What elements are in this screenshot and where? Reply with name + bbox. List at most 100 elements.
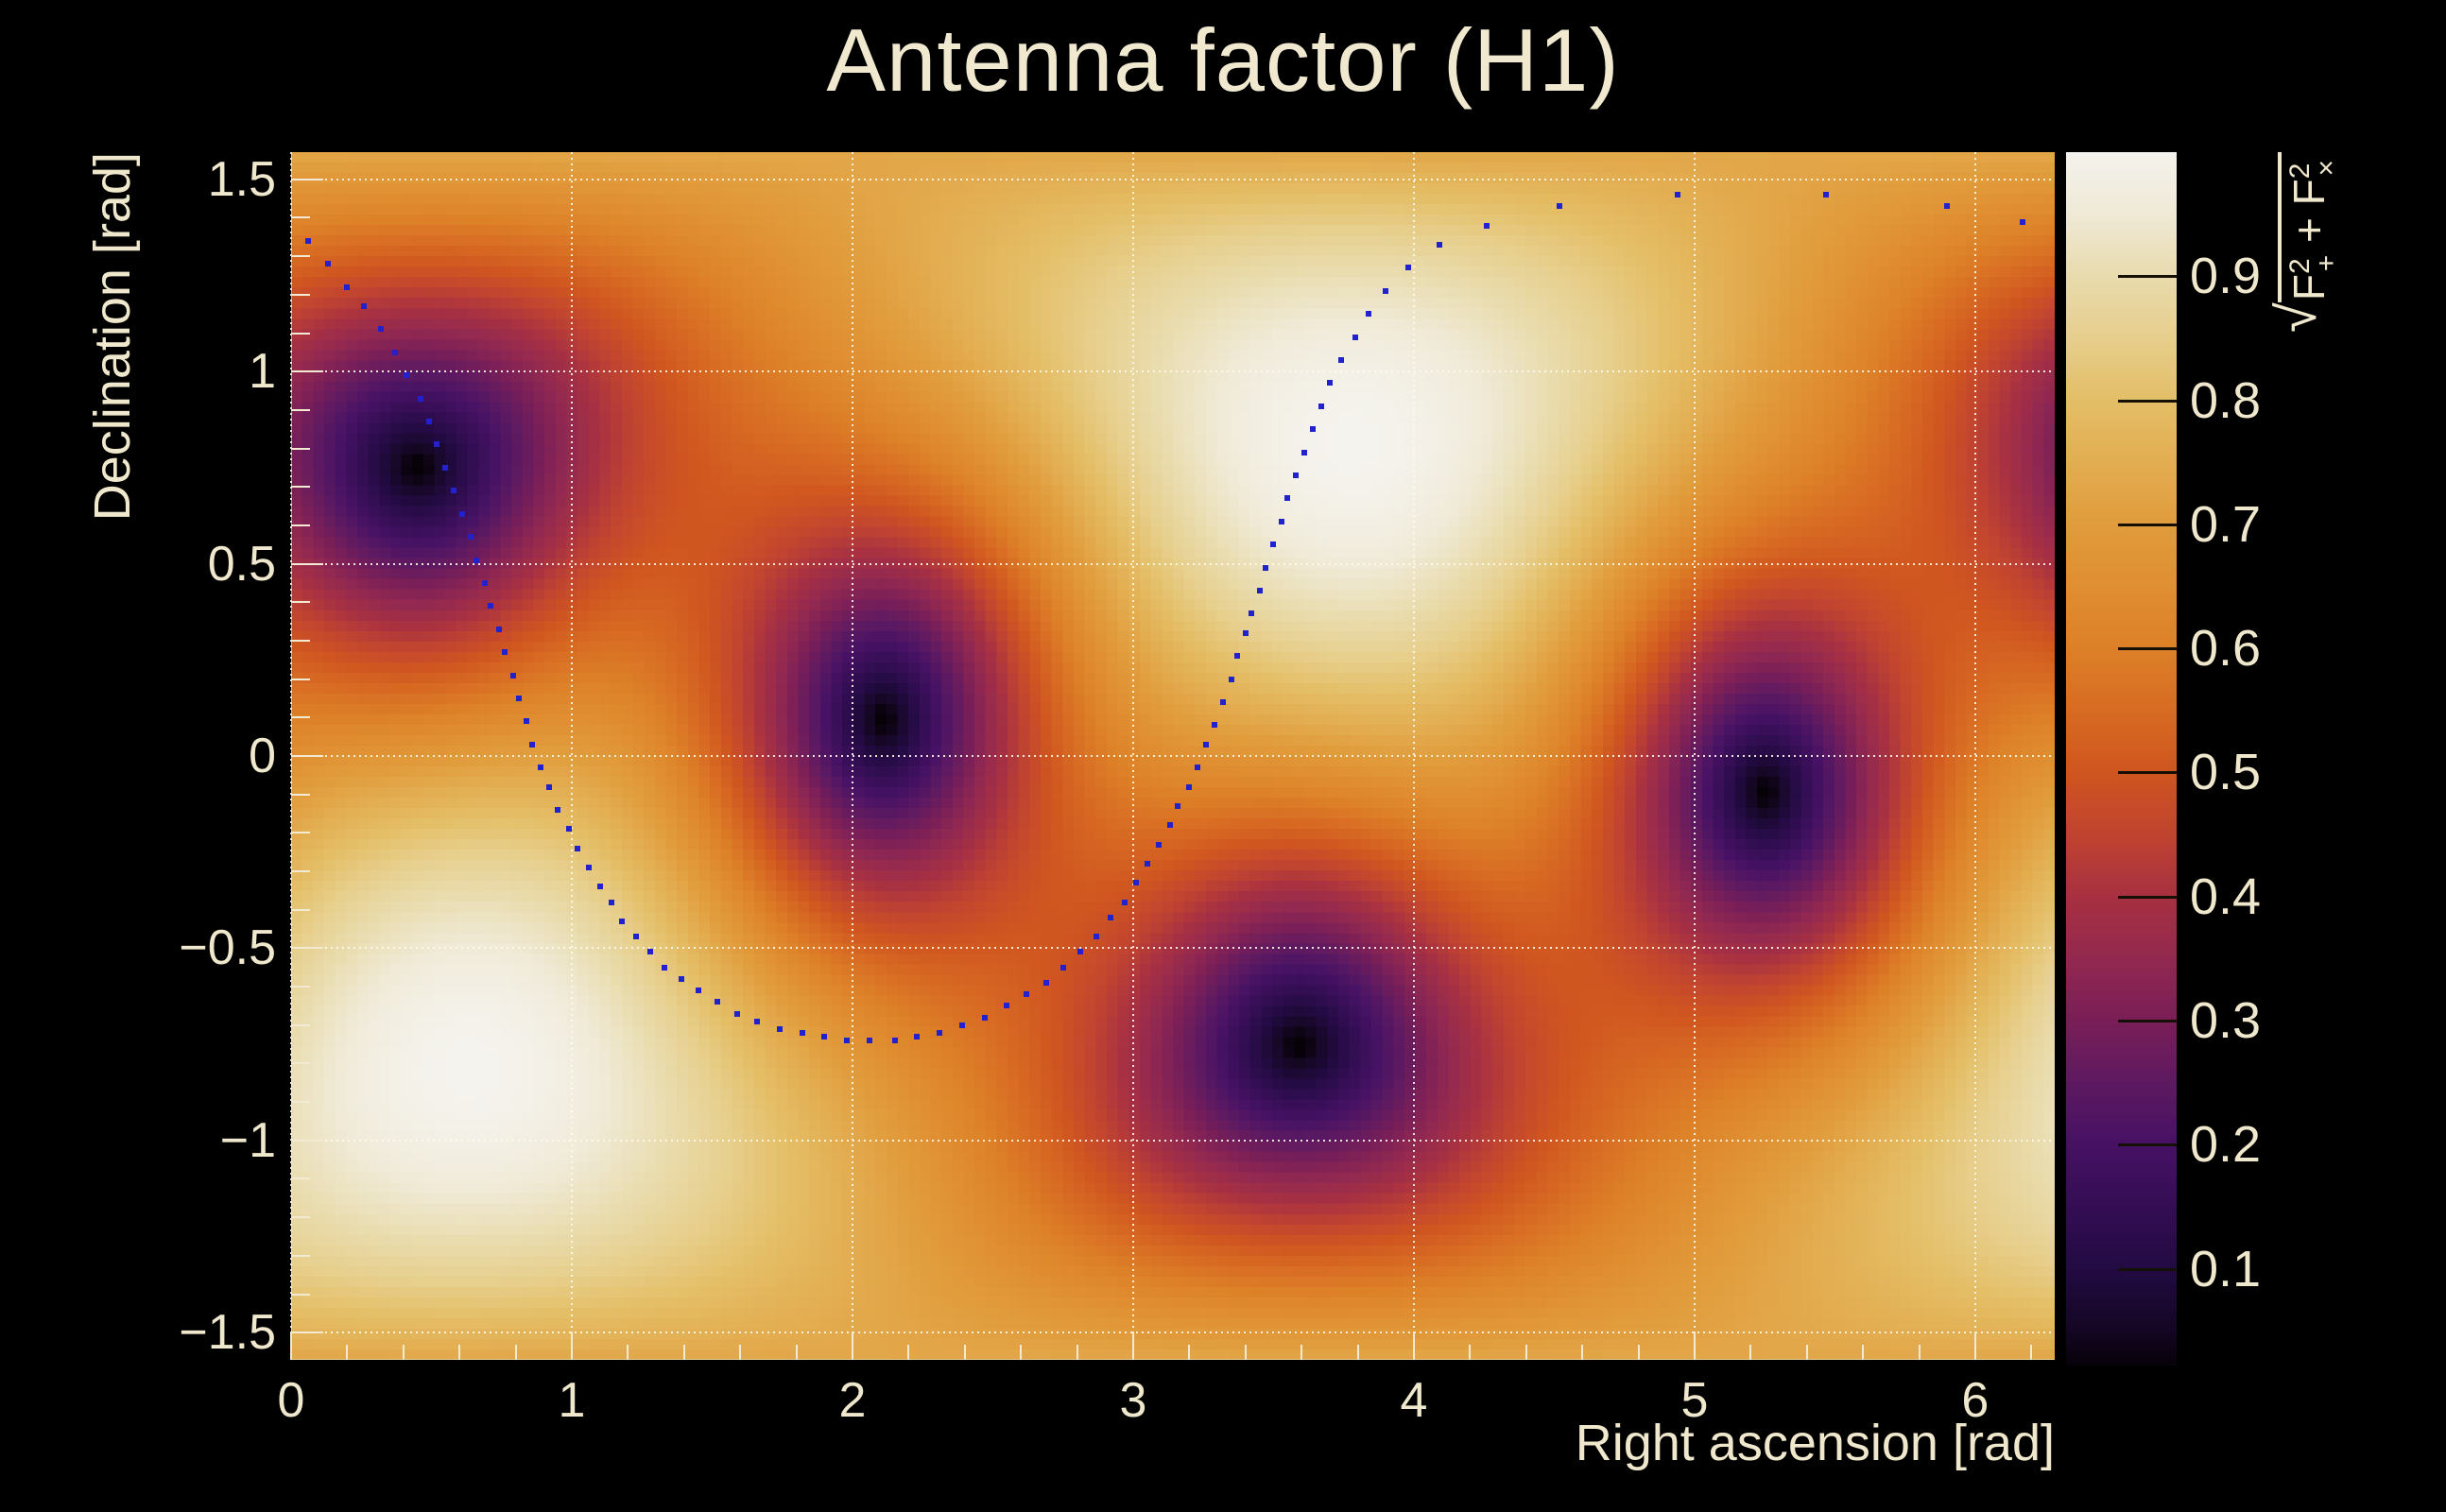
x-tick-label: 1 [558,1373,586,1428]
track-point [434,441,440,448]
colorbar-tick [2118,1020,2177,1023]
y-axis-tick [291,216,310,219]
track-point [304,237,311,244]
track-point [1059,964,1066,971]
y-axis-tick [291,562,323,565]
y-axis-tick [291,332,310,335]
grid-line-y [291,1332,2055,1334]
colorbar-tick-label: 0.9 [2190,248,2262,305]
y-axis-tick [291,639,310,642]
x-axis-tick [1076,1345,1078,1360]
page-title: Antenna factor (H1) [826,10,1620,110]
track-point [608,899,614,905]
x-axis-tick [1020,1345,1023,1360]
x-axis-tick [514,1345,517,1360]
track-point [442,464,449,471]
track-point [661,964,667,971]
x-tick-label: 6 [1961,1373,1990,1428]
heatmap-plot-area [290,152,2055,1360]
y-axis-tick [291,486,310,489]
x-axis-title: Right ascension [rad] [1575,1415,2055,1471]
track-point [1233,653,1240,660]
y-axis-tick [291,370,323,373]
x-axis-tick [570,1332,573,1360]
track-point [566,826,572,833]
x-axis-tick [458,1345,461,1360]
track-point [451,488,457,494]
track-point [529,741,536,747]
track-point [1228,676,1234,682]
colorbar-tick-label: 0.4 [2190,868,2262,925]
track-point [1024,991,1030,998]
track-point [509,672,516,679]
track-point [1166,822,1173,829]
track-point [417,395,423,402]
x-axis-tick [795,1345,798,1360]
grid-line-y [291,562,2055,565]
colorbar-tick [2118,399,2177,403]
track-point [495,626,502,632]
track-point [481,579,488,586]
track-point [937,1029,943,1036]
colorbar-tick [2118,1143,2177,1147]
track-point [1352,334,1358,340]
y-axis-tick [291,293,310,296]
y-axis-tick [291,1139,323,1142]
track-point [1337,356,1344,363]
track-point [378,326,385,333]
track-point [1436,241,1442,248]
x-axis-tick [1973,1332,1976,1360]
y-axis-tick [291,255,310,258]
y-axis-line [291,152,292,1360]
track-point [487,603,493,610]
track-point [574,845,580,851]
track-point [1557,203,1563,210]
x-axis-tick [1693,1332,1696,1360]
track-point [1077,949,1083,955]
colorbar-tick [2118,275,2177,279]
track-point [524,718,530,725]
y-axis-tick [291,408,310,411]
y-axis-tick [291,1177,310,1180]
track-point [821,1033,828,1040]
track-point [1404,265,1411,271]
track-point [1484,222,1490,229]
track-point [1108,914,1114,920]
colorbar-tick-label: 0.3 [2190,992,2262,1050]
y-axis-tick [291,1332,323,1334]
subscript-plus: + [2311,254,2342,272]
y-axis-tick [291,986,310,988]
track-point [753,1018,760,1024]
x-axis-tick [1918,1345,1921,1360]
track-point [1195,765,1201,771]
y-axis-tick [291,524,310,526]
x-axis-tick [1412,1332,1415,1360]
track-point [1823,192,1830,198]
track-point [799,1029,805,1036]
y-axis-tick [291,1216,310,1219]
track-point [891,1038,898,1044]
x-axis-tick [1637,1345,1640,1360]
colorbar [2066,152,2177,1366]
x-axis-tick [346,1345,349,1360]
track-point [391,349,398,355]
y-axis-tick [291,678,310,680]
x-axis-tick [1862,1345,1865,1360]
track-point [1318,403,1324,409]
track-point [1675,192,1681,198]
track-point [1366,311,1372,318]
track-point [515,695,522,701]
colorbar-tick [2118,1267,2177,1271]
track-point [1310,426,1317,433]
track-point [1301,449,1308,455]
track-point [619,918,626,924]
grid-line-y [291,1139,2055,1142]
y-axis-tick [291,832,310,834]
sqrt-radicand: F2+ + F2× [2278,152,2342,303]
grid-line-y [291,755,2055,757]
track-point [1248,610,1254,617]
track-point [1293,472,1300,479]
y-axis-tick [291,793,310,796]
sqrt-radical-glyph: √ [2266,302,2328,333]
y-axis-tick [291,601,310,604]
